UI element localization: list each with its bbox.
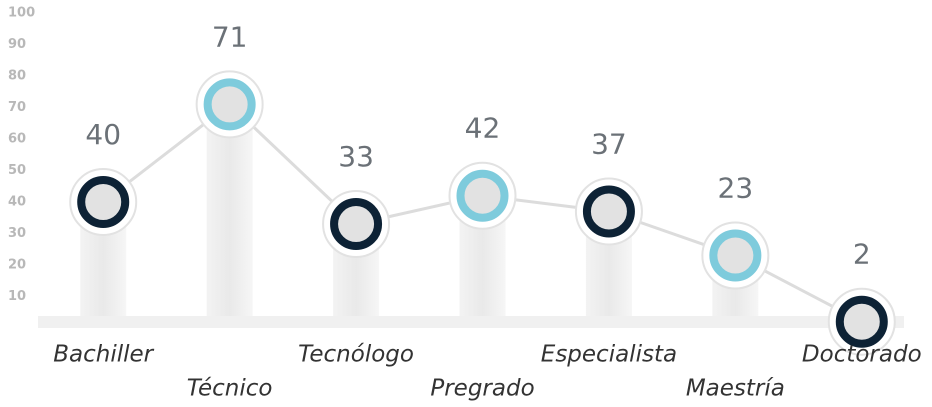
y-tick-label: 90: [8, 37, 26, 52]
marker: [709, 229, 762, 282]
x-tick-label: Técnico: [187, 376, 273, 402]
x-tick-label: Especialista: [541, 342, 677, 368]
y-tick-label: 70: [8, 100, 26, 115]
y-tick-label: 80: [8, 69, 26, 84]
marker: [203, 78, 256, 131]
x-tick-label: Doctorado: [802, 342, 922, 368]
y-tick-label: 40: [8, 195, 26, 210]
data-label: 33: [338, 140, 374, 173]
data-label: 2: [853, 238, 871, 271]
x-tick-label: Bachiller: [53, 342, 154, 368]
data-label: 23: [718, 172, 754, 205]
y-tick-label: 50: [8, 163, 26, 178]
marker: [456, 169, 509, 222]
y-tick-label: 100: [8, 6, 35, 21]
data-label: 37: [591, 127, 627, 160]
y-tick-label: 20: [8, 258, 26, 273]
baseline-strip: [38, 316, 904, 328]
x-tick-label: Maestría: [686, 376, 785, 402]
data-label: 42: [465, 112, 501, 145]
data-label: 71: [212, 20, 248, 53]
bar: [206, 104, 253, 316]
marker: [77, 176, 130, 228]
marker: [582, 185, 635, 238]
y-tick-label: 10: [8, 289, 26, 304]
x-tick-label: Pregrado: [430, 376, 534, 402]
y-tick-label: 30: [8, 226, 26, 241]
y-tick-label: 60: [8, 132, 26, 147]
marker: [835, 295, 888, 348]
marker: [330, 198, 383, 251]
data-label: 40: [85, 118, 121, 151]
x-tick-label: Tecnólogo: [298, 342, 414, 368]
